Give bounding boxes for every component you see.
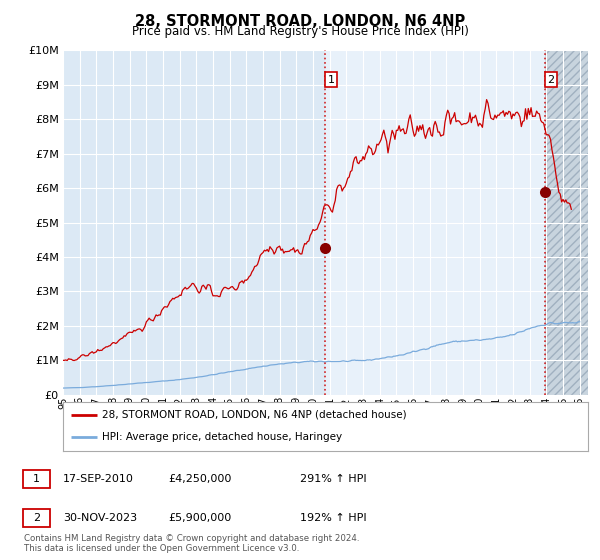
Text: £5,900,000: £5,900,000	[168, 513, 231, 523]
Bar	[545, 50, 588, 395]
Text: 30-NOV-2023: 30-NOV-2023	[63, 513, 137, 523]
Text: 17-SEP-2010: 17-SEP-2010	[63, 474, 134, 484]
Text: HPI: Average price, detached house, Haringey: HPI: Average price, detached house, Hari…	[103, 432, 343, 442]
Text: 2: 2	[33, 513, 40, 523]
Text: Contains HM Land Registry data © Crown copyright and database right 2024.
This d: Contains HM Land Registry data © Crown c…	[24, 534, 359, 553]
Bar	[545, 50, 588, 395]
Bar	[325, 50, 545, 395]
Text: 28, STORMONT ROAD, LONDON, N6 4NP: 28, STORMONT ROAD, LONDON, N6 4NP	[135, 14, 465, 29]
Text: 28, STORMONT ROAD, LONDON, N6 4NP (detached house): 28, STORMONT ROAD, LONDON, N6 4NP (detac…	[103, 410, 407, 420]
Text: 1: 1	[33, 474, 40, 484]
Text: 2: 2	[548, 74, 554, 85]
Text: Price paid vs. HM Land Registry's House Price Index (HPI): Price paid vs. HM Land Registry's House …	[131, 25, 469, 38]
Text: £4,250,000: £4,250,000	[168, 474, 232, 484]
Text: 291% ↑ HPI: 291% ↑ HPI	[300, 474, 367, 484]
Text: 1: 1	[328, 74, 335, 85]
Text: 192% ↑ HPI: 192% ↑ HPI	[300, 513, 367, 523]
